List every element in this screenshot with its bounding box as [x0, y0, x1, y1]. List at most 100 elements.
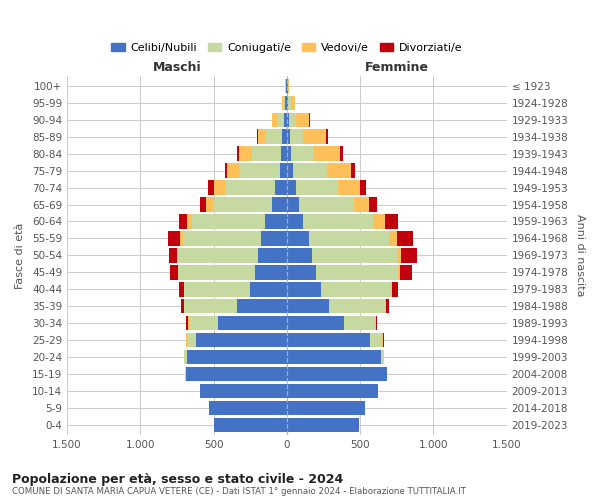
Bar [200, 198, 206, 211]
Bar [187, 316, 188, 330]
Bar [187, 350, 287, 364]
Bar [188, 316, 218, 330]
Bar [178, 265, 254, 280]
Bar [170, 265, 178, 280]
Bar [224, 164, 227, 178]
Bar [239, 146, 252, 161]
Bar [260, 231, 287, 246]
Bar [287, 130, 290, 144]
Bar [383, 350, 385, 364]
Bar [275, 180, 287, 195]
Bar [281, 146, 287, 161]
Bar [287, 180, 296, 195]
Bar [369, 198, 377, 211]
Bar [309, 231, 389, 246]
Bar [191, 214, 265, 228]
Bar [360, 180, 366, 195]
Bar [391, 282, 392, 296]
Bar [272, 198, 287, 211]
Bar [380, 350, 383, 364]
Bar [373, 214, 385, 228]
Bar [252, 146, 281, 161]
Bar [257, 248, 287, 262]
Bar [287, 96, 289, 110]
Bar [277, 112, 284, 127]
Bar [293, 164, 327, 178]
Text: Popolazione per età, sesso e stato civile - 2024: Popolazione per età, sesso e stato civil… [12, 472, 343, 486]
Bar [287, 248, 312, 262]
Bar [375, 316, 376, 330]
Bar [187, 214, 191, 228]
Bar [291, 146, 313, 161]
Bar [320, 282, 391, 296]
Text: COMUNE DI SANTA MARIA CAPUA VETERE (CE) - Dati ISTAT 1° gennaio 2024 - Elaborazi: COMUNE DI SANTA MARIA CAPUA VETERE (CE) … [12, 488, 466, 496]
Bar [200, 384, 287, 398]
Bar [290, 96, 295, 110]
Bar [214, 198, 272, 211]
Bar [287, 265, 316, 280]
Bar [208, 180, 214, 195]
Bar [287, 146, 291, 161]
Bar [299, 198, 355, 211]
Bar [313, 146, 340, 161]
Bar [386, 367, 387, 382]
Bar [272, 112, 277, 127]
Bar [397, 248, 401, 262]
Bar [214, 418, 287, 432]
Bar [227, 164, 239, 178]
Bar [287, 401, 365, 415]
Bar [327, 164, 350, 178]
Bar [181, 299, 184, 314]
Bar [178, 248, 257, 262]
Bar [209, 401, 287, 415]
Bar [287, 316, 344, 330]
Text: Maschi: Maschi [152, 61, 201, 74]
Bar [397, 231, 413, 246]
Bar [289, 96, 290, 110]
Bar [400, 265, 412, 280]
Bar [287, 164, 293, 178]
Bar [266, 130, 283, 144]
Bar [169, 248, 177, 262]
Bar [183, 231, 260, 246]
Bar [382, 333, 383, 347]
Bar [218, 316, 287, 330]
Bar [186, 367, 287, 382]
Bar [287, 418, 359, 432]
Bar [326, 130, 328, 144]
Bar [184, 299, 237, 314]
Bar [303, 130, 326, 144]
Bar [287, 198, 299, 211]
Bar [370, 333, 382, 347]
Bar [179, 282, 184, 296]
Bar [287, 112, 289, 127]
Bar [287, 231, 309, 246]
Bar [284, 112, 287, 127]
Bar [187, 333, 196, 347]
Bar [389, 231, 397, 246]
Bar [287, 214, 303, 228]
Bar [401, 248, 418, 262]
Text: Femmine: Femmine [365, 61, 429, 74]
Bar [340, 146, 343, 161]
Bar [316, 265, 398, 280]
Bar [286, 78, 287, 93]
Bar [290, 130, 303, 144]
Bar [184, 282, 250, 296]
Bar [309, 112, 310, 127]
Bar [283, 96, 286, 110]
Bar [206, 198, 214, 211]
Bar [226, 180, 275, 195]
Bar [287, 350, 380, 364]
Bar [392, 282, 398, 296]
Bar [196, 333, 287, 347]
Bar [186, 333, 187, 347]
Bar [250, 282, 287, 296]
Legend: Celibi/Nubili, Coniugati/e, Vedovi/e, Divorziati/e: Celibi/Nubili, Coniugati/e, Vedovi/e, Di… [107, 38, 467, 57]
Bar [237, 146, 239, 161]
Bar [338, 180, 360, 195]
Y-axis label: Fasce di età: Fasce di età [15, 222, 25, 288]
Bar [350, 164, 355, 178]
Bar [385, 299, 386, 314]
Bar [185, 367, 186, 382]
